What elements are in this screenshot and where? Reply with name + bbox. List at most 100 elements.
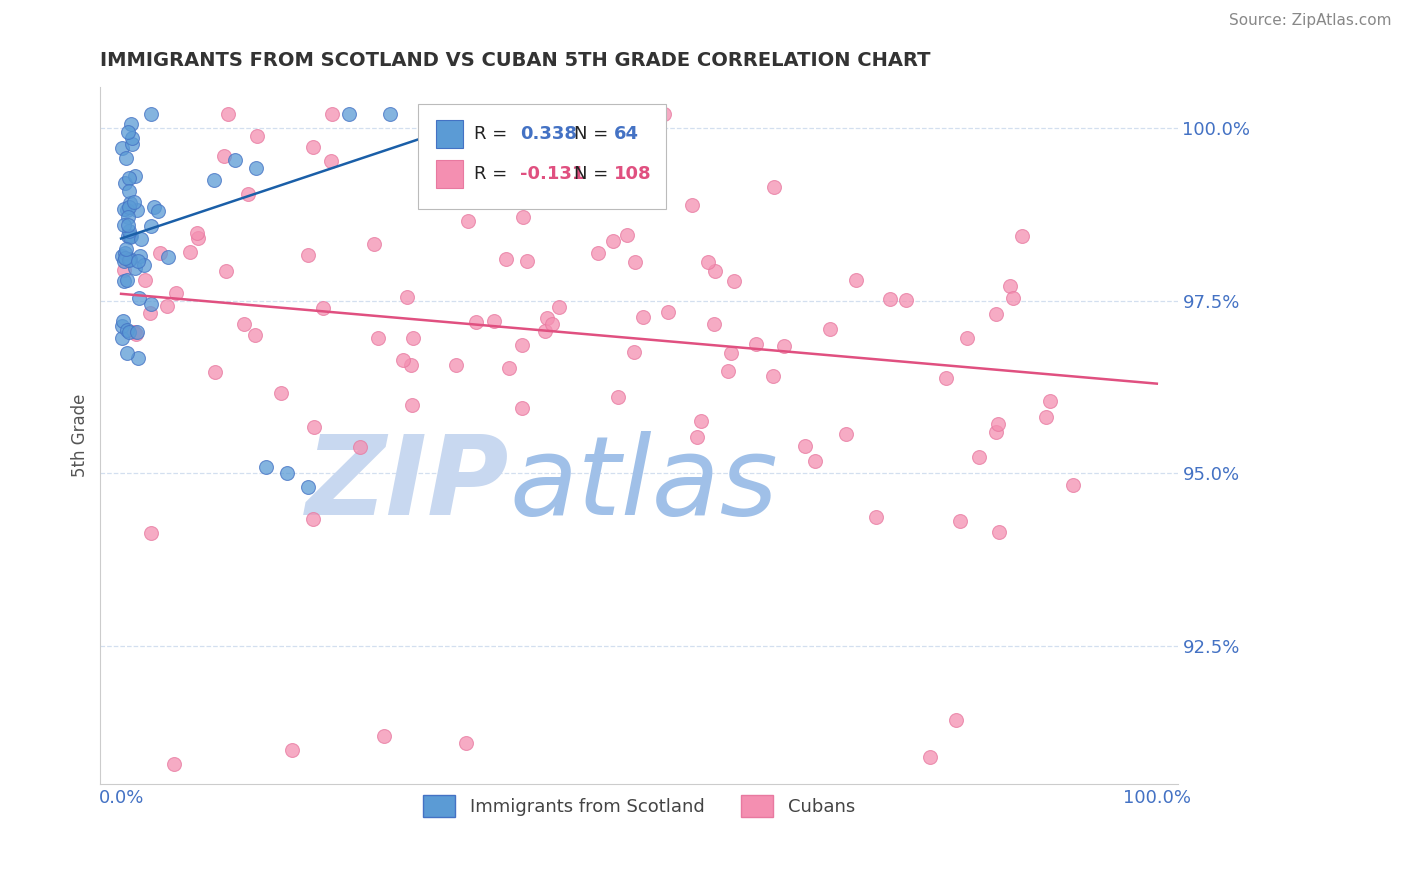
Point [865, 510, 887, 524]
Text: ZIP: ZIP [307, 431, 510, 538]
Point [720, 345, 742, 359]
Point [512, 401, 534, 415]
Point [949, 514, 972, 528]
Point [967, 450, 990, 465]
Point [1039, 394, 1062, 409]
Point [127, 253, 149, 268]
Point [217, 107, 239, 121]
Point [918, 749, 941, 764]
Point [516, 254, 538, 268]
Point [125, 326, 148, 341]
Point [845, 273, 868, 287]
Point [215, 264, 238, 278]
Point [561, 152, 583, 166]
Point [446, 358, 468, 372]
Point [139, 306, 162, 320]
Point [112, 219, 135, 233]
Point [548, 300, 571, 314]
Point [121, 131, 143, 145]
Point [1002, 292, 1025, 306]
Point [155, 299, 177, 313]
Point [114, 245, 136, 260]
Point [457, 214, 479, 228]
Point [401, 398, 423, 412]
Point [238, 187, 260, 202]
Point [118, 170, 141, 185]
Point [373, 729, 395, 743]
Point [337, 107, 360, 121]
Point [118, 201, 141, 215]
Point [704, 264, 727, 278]
Point [441, 141, 464, 155]
Point [114, 251, 136, 265]
Text: Source: ZipAtlas.com: Source: ZipAtlas.com [1229, 13, 1392, 29]
Point [117, 223, 139, 237]
Point [602, 234, 624, 248]
Point [803, 454, 825, 468]
Point [586, 152, 609, 166]
Point [163, 756, 186, 771]
Point [456, 736, 478, 750]
Point [321, 107, 343, 121]
Point [187, 231, 209, 245]
Point [111, 314, 134, 328]
Text: 0.338: 0.338 [520, 125, 578, 143]
Point [131, 232, 153, 246]
Point [425, 144, 447, 158]
Text: 108: 108 [614, 165, 652, 183]
Point [281, 743, 304, 757]
Point [132, 258, 155, 272]
Point [118, 325, 141, 339]
Point [139, 219, 162, 234]
Point [117, 218, 139, 232]
Point [302, 512, 325, 526]
Point [124, 195, 146, 210]
Point [464, 315, 486, 329]
Point [835, 426, 858, 441]
Point [118, 196, 141, 211]
Point [586, 246, 609, 260]
Point [879, 292, 901, 306]
Point [139, 107, 162, 121]
Point [363, 236, 385, 251]
Point [120, 252, 142, 266]
Point [984, 425, 1007, 439]
Y-axis label: 5th Grade: 5th Grade [72, 393, 89, 477]
Point [681, 197, 703, 211]
Point [149, 245, 172, 260]
Point [606, 391, 628, 405]
Point [773, 339, 796, 353]
Point [554, 122, 576, 136]
Point [685, 430, 707, 444]
Point [128, 291, 150, 305]
Point [115, 273, 138, 287]
Point [115, 242, 138, 256]
Text: atlas: atlas [510, 431, 779, 538]
Point [395, 290, 418, 304]
Point [179, 244, 201, 259]
Point [297, 248, 319, 262]
Point [115, 323, 138, 337]
Point [623, 345, 645, 359]
Point [623, 255, 645, 269]
Point [703, 317, 725, 331]
Point [536, 310, 558, 325]
Point [762, 179, 785, 194]
Point [246, 129, 269, 144]
Point [112, 202, 135, 217]
Point [139, 297, 162, 311]
Point [124, 169, 146, 183]
Point [111, 141, 134, 155]
Legend: Immigrants from Scotland, Cubans: Immigrants from Scotland, Cubans [416, 788, 862, 824]
Point [157, 250, 180, 264]
Point [204, 365, 226, 379]
Point [321, 153, 343, 168]
Point [112, 254, 135, 268]
FancyBboxPatch shape [436, 120, 464, 148]
Point [165, 285, 187, 300]
Point [115, 203, 138, 218]
Point [141, 525, 163, 540]
Text: R =: R = [474, 125, 513, 143]
Point [117, 210, 139, 224]
Point [117, 125, 139, 139]
